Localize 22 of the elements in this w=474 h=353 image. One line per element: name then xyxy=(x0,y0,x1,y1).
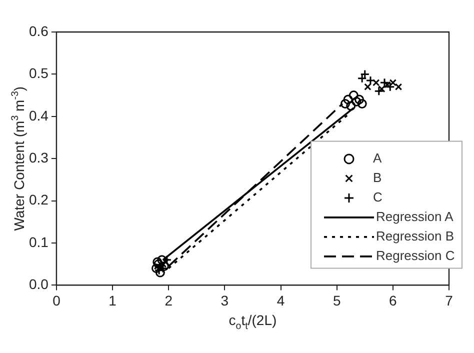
x-tick-label: 4 xyxy=(276,292,285,308)
x-tick-label: 1 xyxy=(108,292,117,308)
y-tick-label: 0.0 xyxy=(28,276,49,292)
legend-label: A xyxy=(373,150,382,166)
y-tick-label: 0.2 xyxy=(28,192,49,208)
y-axis-title: Water Content (m3 m-3) xyxy=(10,86,27,231)
legend-label: Regression C xyxy=(376,248,455,264)
legend-label: Regression A xyxy=(376,209,454,224)
y-tick-label: 0.5 xyxy=(28,65,49,82)
x-tick-label: 2 xyxy=(164,292,173,308)
x-tick-label: 5 xyxy=(332,292,341,308)
y-tick-label: 0.6 xyxy=(28,22,49,39)
x-tick-label: 7 xyxy=(445,292,454,308)
y-tick-label: 0.3 xyxy=(28,149,49,166)
x-tick-label: 6 xyxy=(389,292,398,308)
x-tick-label: 0 xyxy=(52,292,61,308)
legend-label: Regression B xyxy=(376,228,454,244)
legend-label: C xyxy=(373,190,382,205)
legend-label: B xyxy=(373,170,382,186)
x-tick-label: 3 xyxy=(220,292,229,308)
y-tick-label: 0.1 xyxy=(28,234,49,250)
y-tick-label: 0.4 xyxy=(28,107,49,124)
